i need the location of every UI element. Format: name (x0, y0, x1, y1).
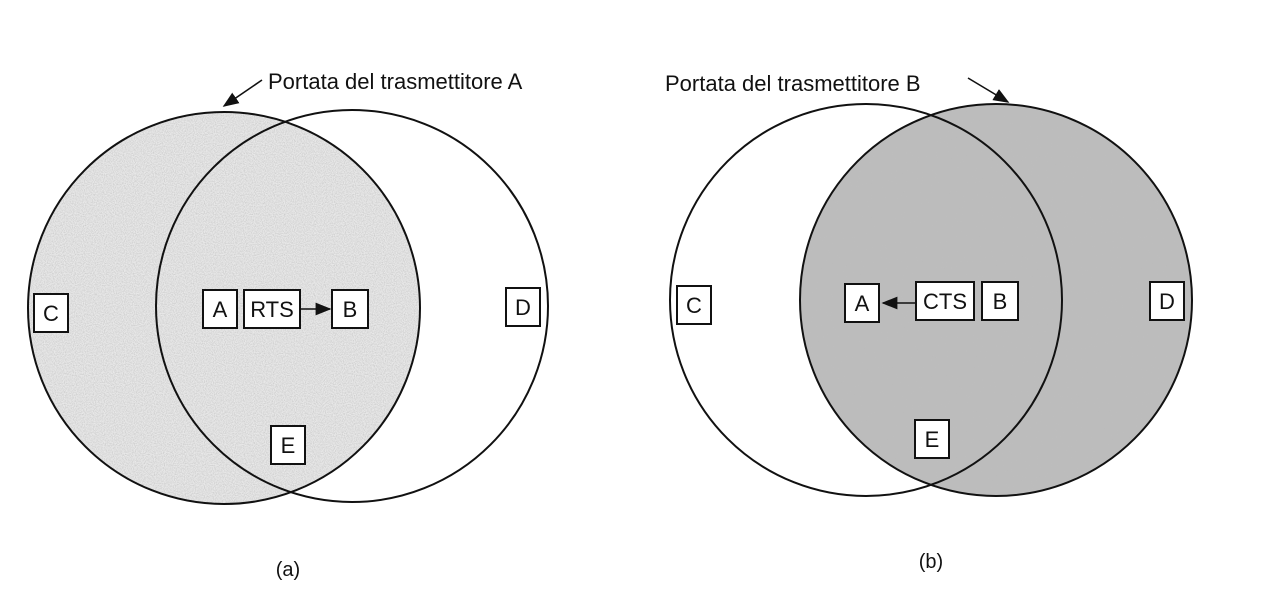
range-circle-a (27, 111, 421, 505)
pointer-arrow-a (222, 79, 263, 107)
svg-text:B: B (343, 297, 358, 322)
range-label-a: Portata del trasmettitore A (268, 69, 523, 94)
node-a: A (202, 289, 238, 329)
svg-text:E: E (281, 433, 296, 458)
svg-text:E: E (925, 427, 940, 452)
svg-text:RTS: RTS (250, 297, 294, 322)
node-e: E (270, 425, 306, 465)
node-c: C (676, 285, 712, 325)
panel-b: Portata del trasmettitore B C A CTS B D … (665, 71, 1193, 573)
node-d: D (1149, 281, 1185, 321)
node-e: E (914, 419, 950, 459)
message-cts: CTS (915, 281, 975, 321)
caption-b: (b) (919, 551, 943, 573)
caption-a: (a) (276, 559, 300, 581)
pointer-arrow-b (967, 77, 1010, 103)
range-circle-a-b (669, 103, 1063, 497)
svg-text:D: D (1159, 289, 1175, 314)
node-b: B (331, 289, 369, 329)
svg-text:A: A (213, 297, 228, 322)
svg-text:A: A (855, 291, 870, 316)
node-b: B (981, 281, 1019, 321)
node-a: A (844, 283, 880, 323)
svg-text:C: C (43, 301, 59, 326)
range-circle-b-b (799, 103, 1193, 497)
svg-text:CTS: CTS (923, 289, 967, 314)
node-d: D (505, 287, 541, 327)
range-circle-b (155, 109, 549, 503)
range-label-b: Portata del trasmettitore B (665, 71, 921, 96)
svg-text:B: B (993, 289, 1008, 314)
svg-text:D: D (515, 295, 531, 320)
node-c: C (33, 293, 69, 333)
panel-a: Portata del trasmettitore A C A RTS B D … (27, 69, 549, 581)
svg-text:C: C (686, 293, 702, 318)
message-rts: RTS (243, 289, 301, 329)
